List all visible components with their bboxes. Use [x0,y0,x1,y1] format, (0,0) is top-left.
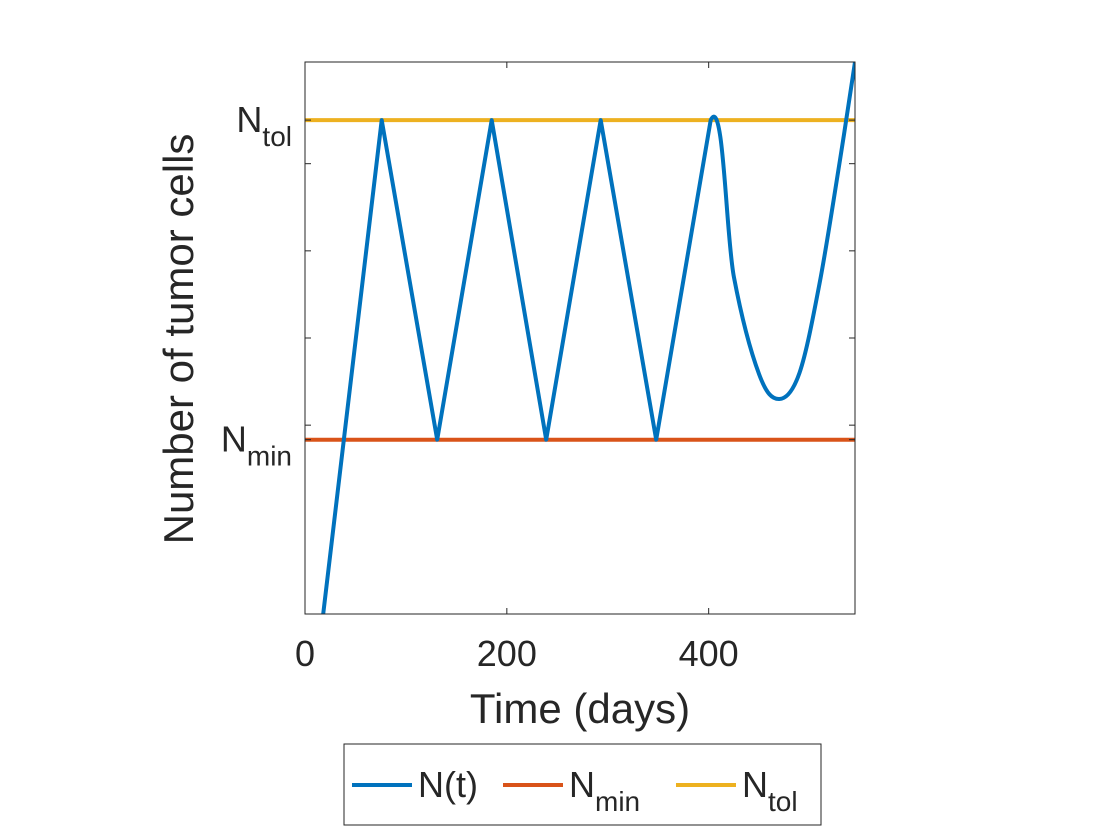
legend-box [343,743,822,826]
y-axis-label: Number of tumor cells [155,134,202,545]
axes: 0 200 400 Nmin Ntol [221,61,856,674]
x-tick-label: 0 [295,633,315,674]
x-tick-label: 400 [679,633,739,674]
plot-area [305,62,855,614]
x-tick-label: 200 [477,633,537,674]
y-tick-label: Ntol [236,99,292,152]
legend-label: Nmin [569,764,640,817]
legend: N(t) Nmin Ntol [343,743,822,826]
legend-label: N(t) [418,764,478,805]
x-axis-label: Time (days) [470,685,690,732]
y-tick-label: Nmin [221,419,292,472]
series-line-n-t [321,62,855,614]
legend-label: Ntol [742,764,798,817]
